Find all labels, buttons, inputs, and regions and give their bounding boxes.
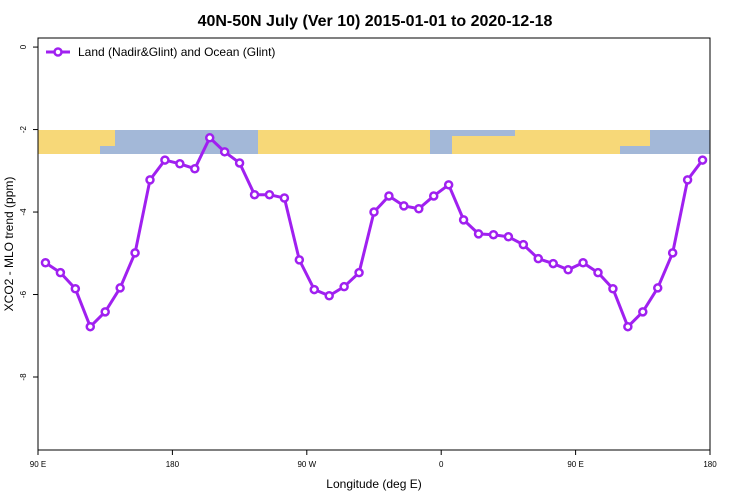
point — [563, 265, 573, 275]
x-tick-label: 180 — [703, 460, 717, 469]
point — [190, 163, 200, 174]
point — [593, 267, 603, 278]
point — [130, 248, 140, 258]
point — [85, 321, 96, 332]
point — [533, 253, 544, 264]
y-tick-label: -4 — [19, 208, 28, 216]
y-axis-label: XCO2 - MLO trend (ppm) — [2, 177, 16, 312]
line — [44, 135, 704, 330]
point — [145, 175, 155, 185]
point — [294, 255, 305, 265]
point — [578, 258, 588, 268]
map-band — [38, 130, 710, 154]
y-tick-label: -2 — [19, 125, 28, 133]
point — [667, 248, 678, 258]
point — [70, 283, 81, 294]
point — [608, 283, 618, 294]
point — [115, 283, 125, 293]
x-axis-label: Longitude (deg E) — [326, 477, 421, 491]
point — [264, 189, 275, 200]
point — [354, 267, 364, 278]
plot-frame — [37, 37, 711, 451]
point — [638, 307, 648, 317]
point — [428, 191, 439, 201]
map-ocean — [650, 130, 710, 154]
point — [369, 207, 379, 217]
point — [204, 133, 215, 143]
x-tick-label: 180 — [166, 460, 180, 469]
map-ocean — [115, 130, 258, 154]
point — [399, 201, 409, 211]
point — [473, 229, 484, 239]
x-tick-label: 90 W — [297, 460, 316, 469]
point — [309, 284, 320, 295]
point — [652, 283, 663, 293]
point — [234, 158, 245, 168]
point — [175, 159, 185, 169]
point — [443, 180, 454, 190]
point — [414, 203, 424, 214]
point — [682, 175, 693, 185]
point — [697, 155, 708, 165]
legend-label: Land (Nadir&Glint) and Ocean (Glint) — [78, 45, 275, 59]
x-tick-label: 90 E — [30, 460, 46, 469]
point — [488, 229, 499, 240]
legend-marker — [53, 47, 63, 57]
point — [458, 215, 469, 225]
x-tick-label: 90 E — [567, 460, 583, 469]
map-ocean — [445, 130, 515, 136]
point — [503, 232, 514, 242]
point — [249, 189, 260, 200]
chart-title: 40N-50N July (Ver 10) 2015-01-01 to 2020… — [198, 13, 553, 30]
point — [55, 267, 66, 278]
point — [623, 321, 633, 332]
point — [219, 147, 230, 157]
x-tick-label: 0 — [439, 460, 444, 469]
point — [339, 281, 349, 292]
point — [100, 307, 110, 317]
y-tick-label: -6 — [19, 290, 28, 298]
point — [324, 291, 334, 301]
map-ocean — [100, 146, 120, 154]
point — [384, 191, 394, 201]
y-tick-label: -8 — [19, 373, 28, 381]
point — [40, 258, 51, 268]
point — [548, 258, 558, 269]
point — [518, 239, 529, 250]
y-tick-label: 0 — [19, 44, 28, 49]
point — [279, 193, 290, 203]
map-ocean — [620, 146, 655, 154]
point — [160, 155, 170, 165]
